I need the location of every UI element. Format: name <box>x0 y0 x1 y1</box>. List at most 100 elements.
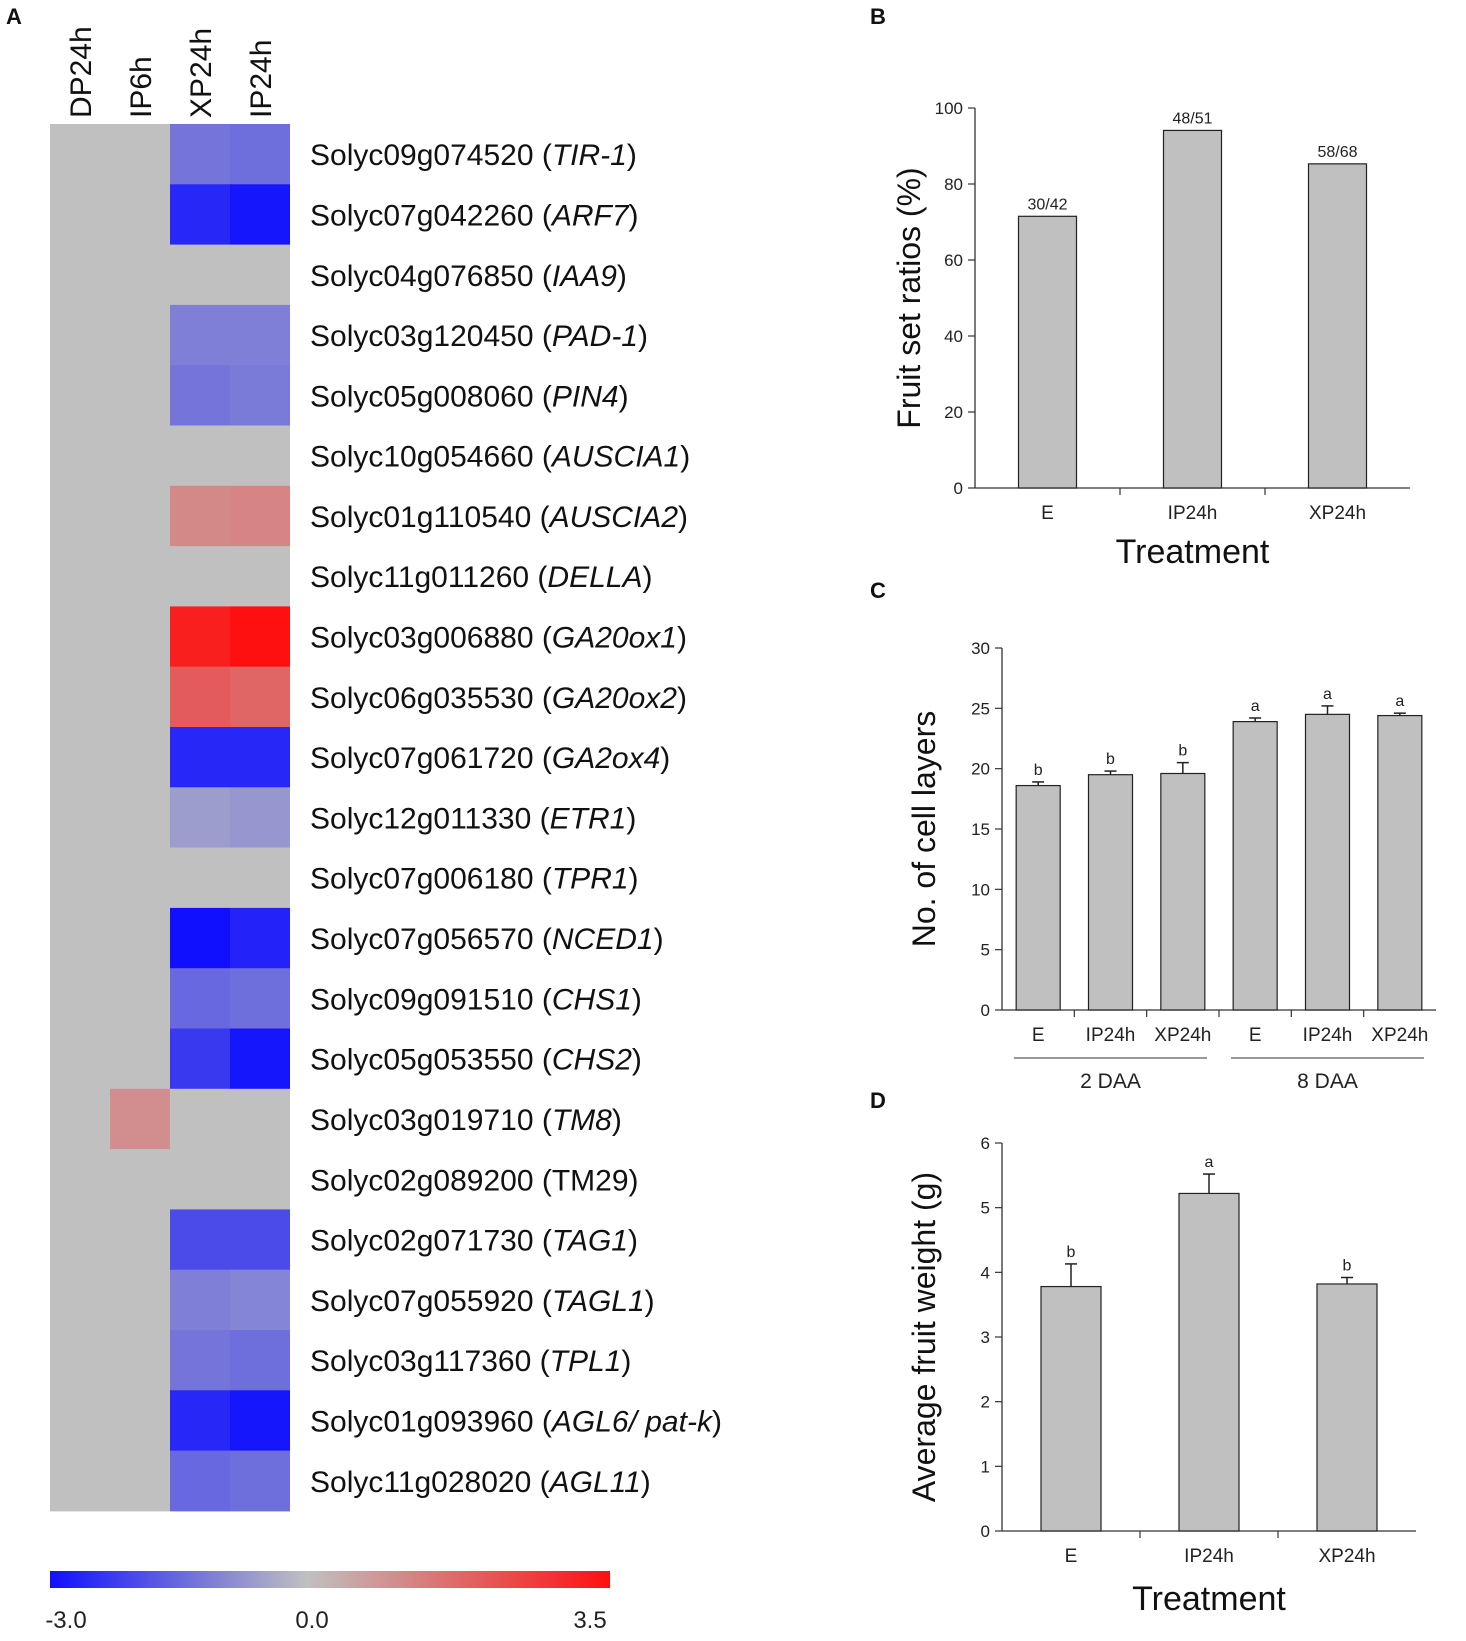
y-axis-title: Average fruit weight (g) <box>906 1172 942 1502</box>
gene-label: Solyc02g089200 (TM29) <box>310 1164 639 1197</box>
data-label: b <box>1106 751 1115 768</box>
gene-label: Solyc07g055920 (TAGL1) <box>310 1285 655 1318</box>
y-tick-label: 80 <box>944 175 963 194</box>
gene-label: Solyc03g006880 (GA20ox1) <box>310 622 687 655</box>
heatmap-cell-etr1-dp24h <box>50 787 110 849</box>
panel-label-d: D <box>870 1088 886 1113</box>
heatmap-cell-della-xp24h <box>170 546 230 607</box>
heatmap-column-headers: DP24h IP6h XP24h IP24h <box>65 26 278 118</box>
y-axis-title: Fruit set ratios (%) <box>891 167 927 428</box>
gene-label: Solyc09g091510 (CHS1) <box>310 983 642 1016</box>
data-label: 48/51 <box>1172 110 1212 127</box>
heatmap-cell-agl11-dp24h <box>50 1450 110 1512</box>
heatmap-cell-ga20ox1-dp24h <box>50 606 110 668</box>
y-tick-label: 40 <box>944 327 963 346</box>
heatmap-cell-chs2-ip24h <box>230 1028 290 1090</box>
heatmap-cell-ga2ox4-dp24h <box>50 727 110 788</box>
heatmap-cell-auscia2-ip6h <box>110 485 170 547</box>
bar-e <box>1017 215 1078 489</box>
heatmap-cell-auscia2-ip24h <box>230 485 290 547</box>
heatmap-cell-auscia1-ip6h <box>110 425 170 487</box>
y-tick-label: 15 <box>971 820 990 839</box>
gene-label: Solyc07g042260 (ARF7) <box>310 200 639 233</box>
heatmap-cell-tag1-dp24h <box>50 1209 110 1271</box>
heatmap-cell-chs1-xp24h <box>170 968 230 1029</box>
category-label: E <box>1065 1546 1078 1567</box>
data-label: a <box>1323 686 1332 703</box>
heatmap-cell-arf7-ip6h <box>110 184 170 246</box>
heatmap-cell-chs2-xp24h <box>170 1028 230 1090</box>
heatmap-cell-pin4-dp24h <box>50 365 110 426</box>
heatmap-cell-ga2ox4-xp24h <box>170 727 230 788</box>
gene-label: Solyc02g071730 (TAG1) <box>310 1225 638 1258</box>
heatmap-cell-tm8-ip6h <box>110 1088 170 1150</box>
category-label: IP24h <box>1168 503 1218 524</box>
bar-ip24h <box>1087 774 1134 1011</box>
heatmap-cell-arf7-xp24h <box>170 184 230 246</box>
heatmap-cell-agl6-pat-k-xp24h <box>170 1390 230 1452</box>
heatmap-cell-tpl1-ip24h <box>230 1330 290 1391</box>
bar-xp24h <box>1307 163 1368 489</box>
x-axis-title: Treatment <box>1132 1580 1286 1618</box>
y-tick-label: 2 <box>981 1393 990 1412</box>
heatmap-cell-tir-1-dp24h <box>50 124 110 185</box>
y-tick-label: 20 <box>971 760 990 779</box>
gene-label: Solyc03g117360 (TPL1) <box>310 1345 631 1378</box>
gene-label: Solyc04g076850 (IAA9) <box>310 260 627 293</box>
heatmap-cell-pad-1-ip6h <box>110 304 170 366</box>
bar-e <box>1015 784 1061 1011</box>
heatmap-cell-ga20ox2-ip6h <box>110 666 170 728</box>
heatmap-cell-tagl1-xp24h <box>170 1269 230 1331</box>
heatmap-cell-tagl1-dp24h <box>50 1269 110 1331</box>
gene-label: Solyc12g011330 (ETR1) <box>310 802 636 835</box>
heatmap-cell-auscia2-dp24h <box>50 485 110 547</box>
heatmap-cell-tm29-ip24h <box>230 1149 290 1210</box>
heatmap-cell-iaa9-dp24h <box>50 244 110 306</box>
heatmap-cell-chs2-dp24h <box>50 1028 110 1090</box>
heatmap-cell-chs1-ip6h <box>110 968 170 1029</box>
data-label: a <box>1395 693 1404 710</box>
bar-chart-cell-layers: 0 5 10 15 20 25 30 b Eb IP24h b XP24h a Ea IP24h a XP24h… <box>906 639 1436 1093</box>
bar-chart-fruit-weight: 0 1 2 3 4 5 6 b Ea IP24h b XP24h Average fruit weigh… <box>906 1134 1416 1618</box>
y-tick-label: 1 <box>981 1457 990 1476</box>
gene-label: Solyc07g061720 (GA2ox4) <box>310 742 670 775</box>
heatmap-cell-agl6-pat-k-ip24h <box>230 1390 290 1452</box>
category-label: E <box>1041 503 1054 524</box>
heatmap-cell-chs1-dp24h <box>50 968 110 1029</box>
data-label: b <box>1067 1244 1076 1261</box>
y-tick-label: 60 <box>944 251 963 270</box>
heatmap-cell-ga20ox1-xp24h <box>170 606 230 668</box>
gene-label: Solyc03g019710 (TM8) <box>310 1104 622 1137</box>
heatmap-cell-iaa9-ip24h <box>230 244 290 306</box>
gene-label: Solyc06g035530 (GA20ox2) <box>310 682 687 715</box>
heatmap-cell-della-ip6h <box>110 546 170 607</box>
bar-chart-fruit-set: 0 20 40 60 80 100 30/42 E 48/51 IP24h 58/68 XP24h Fr… <box>891 99 1410 571</box>
heatmap-cell-nced1-ip6h <box>110 907 170 969</box>
gene-label: Solyc01g093960 (AGL6/ pat-k) <box>310 1406 722 1439</box>
data-label: a <box>1251 698 1260 715</box>
x-axis-title: Treatment <box>1116 533 1270 571</box>
column-header-dp24h: DP24h <box>65 26 98 118</box>
y-tick-label: 3 <box>981 1328 990 1347</box>
heatmap-cell-tpr1-dp24h <box>50 847 110 909</box>
heatmap-cell-pin4-xp24h <box>170 365 230 426</box>
heatmap-cell-tpl1-xp24h <box>170 1330 230 1391</box>
heatmap-cell-arf7-dp24h <box>50 184 110 246</box>
color-scale-bar <box>50 1571 610 1588</box>
heatmap-cell-tag1-ip6h <box>110 1209 170 1271</box>
gene-label: Solyc05g053550 (CHS2) <box>310 1044 642 1077</box>
heatmap-cell-tir-1-ip6h <box>110 124 170 185</box>
bar-xp24h <box>1316 1283 1378 1532</box>
data-label: a <box>1205 1154 1214 1171</box>
heatmap-row-labels: Solyc09g074520 (TIR-1) Solyc07g042260 (AR… <box>310 139 722 1499</box>
heatmap-cell-della-ip24h <box>230 546 290 607</box>
heatmap-cell-agl11-ip24h <box>230 1450 290 1512</box>
heatmap-cell-nced1-dp24h <box>50 907 110 969</box>
heatmap-cell-tm29-ip6h <box>110 1149 170 1210</box>
heatmap-cell-tag1-ip24h <box>230 1209 290 1271</box>
heatmap-cell-nced1-ip24h <box>230 907 290 969</box>
heatmap-cell-tag1-xp24h <box>170 1209 230 1271</box>
heatmap-cell-tm8-dp24h <box>50 1088 110 1150</box>
gene-label: Solyc03g120450 (PAD-1) <box>310 320 648 353</box>
bar-e <box>1232 721 1278 1011</box>
